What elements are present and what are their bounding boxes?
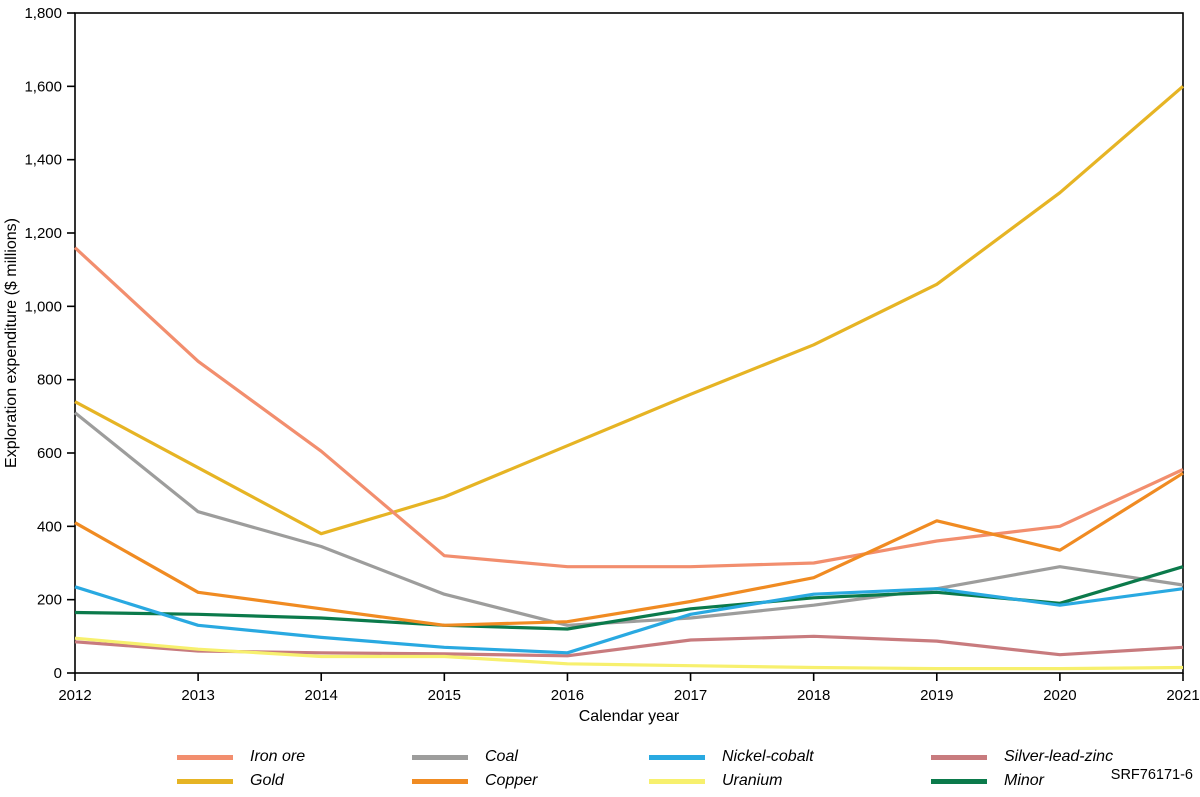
legend-label-silver-lead-zinc: Silver-lead-zinc [1004, 748, 1114, 765]
legend-label-uranium: Uranium [722, 772, 783, 789]
legend-item-uranium: Uranium [649, 769, 931, 793]
series-line-iron-ore [73, 246, 1184, 569]
legend-swatch-uranium [649, 778, 705, 784]
x-tick-label: 2019 [920, 687, 953, 704]
x-tick-label: 2013 [181, 687, 214, 704]
legend-swatch-minor [931, 778, 987, 784]
y-tick-label: 1,200 [24, 225, 62, 242]
legend-item-iron-ore: Iron ore [177, 745, 412, 769]
series-line-uranium [74, 636, 1184, 671]
x-tick-label: 2016 [551, 687, 584, 704]
y-tick-label: 800 [37, 372, 62, 389]
line-chart: 0 200 400 600 800 1,000 1,200 1,400 1,600 1,800 20… [3, 5, 1200, 725]
legend-item-nickel-cobalt: Nickel-cobalt [649, 745, 931, 769]
legend-item-gold: Gold [177, 769, 412, 793]
legend-swatch-gold [177, 778, 233, 784]
y-tick-label: 1,400 [24, 152, 62, 169]
y-tick-label: 0 [54, 665, 62, 682]
x-tick-label: 2014 [305, 687, 338, 704]
x-tick-label: 2015 [428, 687, 461, 704]
legend-label-copper: Copper [485, 772, 538, 789]
figure-reference-code: SRF76171-6 [1110, 767, 1193, 783]
x-tick-label: 2012 [58, 687, 91, 704]
legend-item-coal: Coal [412, 745, 649, 769]
legend-item-silver-lead-zinc: Silver-lead-zinc [931, 745, 1197, 769]
series-line-copper [74, 471, 1184, 627]
legend-swatch-copper [412, 778, 468, 784]
y-tick-label: 1,600 [24, 78, 62, 95]
y-axis-title: Exploration expenditure ($ millions) [3, 218, 20, 468]
y-tick-label: 400 [37, 518, 62, 535]
legend-swatch-coal [412, 754, 468, 760]
y-tick-label: 1,800 [24, 5, 62, 22]
legend-label-gold: Gold [250, 772, 284, 789]
legend-swatch-iron-ore [177, 754, 233, 760]
legend-item-minor: Minor [931, 769, 1197, 793]
y-tick-label: 1,000 [24, 298, 62, 315]
y-tick-label: 600 [37, 445, 62, 462]
legend-item-copper: Copper [412, 769, 649, 793]
legend-grid: Iron ore Coal Nickel-cobalt Silver-lead-zin… [0, 745, 1200, 793]
legend-label-coal: Coal [485, 748, 518, 765]
plot-frame [74, 12, 1184, 674]
series-line-gold [74, 85, 1185, 536]
chart-legend: Iron ore Coal Nickel-cobalt Silver-lead-zin… [0, 745, 1200, 793]
legend-label-iron-ore: Iron ore [250, 748, 306, 765]
legend-label-nickel-cobalt: Nickel-cobalt [722, 748, 814, 765]
legend-swatch-silver-lead-zinc [931, 754, 987, 760]
x-tick-label: 2021 [1166, 687, 1199, 704]
x-tick-label: 2018 [797, 687, 830, 704]
x-tick-label: 2017 [674, 687, 707, 704]
y-tick-label: 200 [37, 592, 62, 609]
x-axis-title: Calendar year [579, 708, 680, 725]
legend-swatch-nickel-cobalt [649, 754, 705, 760]
series-line-coal [73, 411, 1184, 627]
legend-label-minor: Minor [1004, 772, 1045, 789]
series-line-nickel-cobalt [74, 585, 1184, 655]
x-tick-label: 2020 [1043, 687, 1076, 704]
